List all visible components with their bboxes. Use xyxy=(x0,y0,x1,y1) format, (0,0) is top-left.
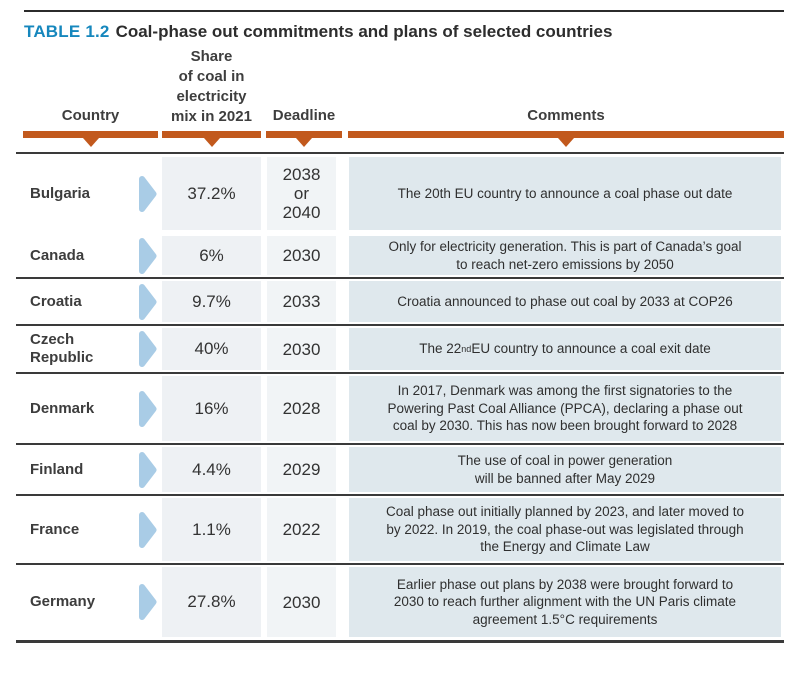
deadline-cell: 2029 xyxy=(267,447,336,492)
share-cell: 6% xyxy=(162,236,261,275)
country-name: France xyxy=(30,520,80,538)
country-name: Finland xyxy=(30,460,84,478)
comment-cell: Earlier phase out plans by 2038 were bro… xyxy=(349,567,781,637)
country-arrow-icon xyxy=(138,157,158,230)
row-separator xyxy=(16,441,784,447)
comment-cell: The use of coal in power generation will … xyxy=(349,447,781,492)
country-name: Czech Republic xyxy=(30,331,94,366)
column-marker-deadline xyxy=(266,131,342,147)
share-cell: 27.8% xyxy=(162,567,261,637)
table-row-canada: Canada 6% 2030 Only for electricity gene… xyxy=(16,236,784,275)
title-rule xyxy=(24,10,784,12)
column-header-comments: Comments xyxy=(527,107,605,124)
table-row-croatia: Croatia 9.7% 2033 Croatia announced to p… xyxy=(16,281,784,322)
country-name: Bulgaria xyxy=(30,184,91,202)
table-bottom-rule xyxy=(16,640,784,643)
share-cell: 16% xyxy=(162,376,261,441)
deadline-cell: 2028 xyxy=(267,376,336,441)
comment-cell: In 2017, Denmark was among the first sig… xyxy=(349,376,781,441)
country-name: Croatia xyxy=(30,292,82,310)
column-header-country: Country xyxy=(61,107,120,124)
table-tag: TABLE 1.2 xyxy=(24,22,110,41)
comment-cell: Only for electricity generation. This is… xyxy=(349,236,781,275)
header-rule xyxy=(16,152,784,154)
table-row-finland: Finland 4.4% 2029 The use of coal in pow… xyxy=(16,447,784,492)
country-arrow-icon xyxy=(138,447,158,492)
column-header-share: Share of coal in electricity mix in 2021 xyxy=(171,48,252,125)
deadline-cell: 2030 xyxy=(267,567,336,637)
row-separator xyxy=(16,370,784,376)
country-arrow-icon xyxy=(138,376,158,441)
country-name: Denmark xyxy=(30,399,95,417)
country-name: Canada xyxy=(30,246,85,264)
column-marker-country xyxy=(23,131,158,147)
share-cell: 4.4% xyxy=(162,447,261,492)
table-row-germany: Germany 27.8% 2030 Earlier phase out pla… xyxy=(16,567,784,637)
table-title: Coal-phase out commitments and plans of … xyxy=(115,22,613,41)
deadline-cell: 2022 xyxy=(267,498,336,561)
country-name: Germany xyxy=(30,593,96,610)
share-cell: 40% xyxy=(162,328,261,370)
table-caption: TABLE 1.2 Coal-phase out commitments and … xyxy=(24,21,612,43)
row-separator xyxy=(16,492,784,498)
country-arrow-icon xyxy=(138,328,158,370)
country-arrow-icon xyxy=(138,567,158,637)
row-separator xyxy=(16,561,784,567)
table-row-france: France 1.1% 2022 Coal phase out initiall… xyxy=(16,498,784,561)
table-body: Bulgaria 37.2% 2038 or 2040 The 20th EU co… xyxy=(16,157,784,643)
country-arrow-icon xyxy=(138,498,158,561)
deadline-cell: 2033 xyxy=(267,281,336,322)
share-cell: 9.7% xyxy=(162,281,261,322)
comment-cell: The 20th EU country to announce a coal p… xyxy=(349,157,781,230)
row-separator xyxy=(16,275,784,281)
share-cell: 37.2% xyxy=(162,157,261,230)
comment-cell: Coal phase out initially planned by 2023… xyxy=(349,498,781,561)
country-arrow-icon xyxy=(138,236,158,275)
comment-cell: Croatia announced to phase out coal by 2… xyxy=(349,281,781,322)
table-row-bulgaria: Bulgaria 37.2% 2038 or 2040 The 20th EU co… xyxy=(16,157,784,230)
deadline-cell: 2038 or 2040 xyxy=(267,157,336,230)
share-cell: 1.1% xyxy=(162,498,261,561)
column-header-deadline: Deadline xyxy=(272,107,336,124)
country-arrow-icon xyxy=(138,281,158,322)
deadline-cell: 2030 xyxy=(267,236,336,275)
deadline-cell: 2030 xyxy=(267,328,336,370)
column-marker-share xyxy=(162,131,261,147)
row-separator xyxy=(16,322,784,328)
column-marker-comments xyxy=(348,131,784,147)
table-row-denmark: Denmark 16% 2028 In 2017, Denmark was am… xyxy=(16,376,784,441)
